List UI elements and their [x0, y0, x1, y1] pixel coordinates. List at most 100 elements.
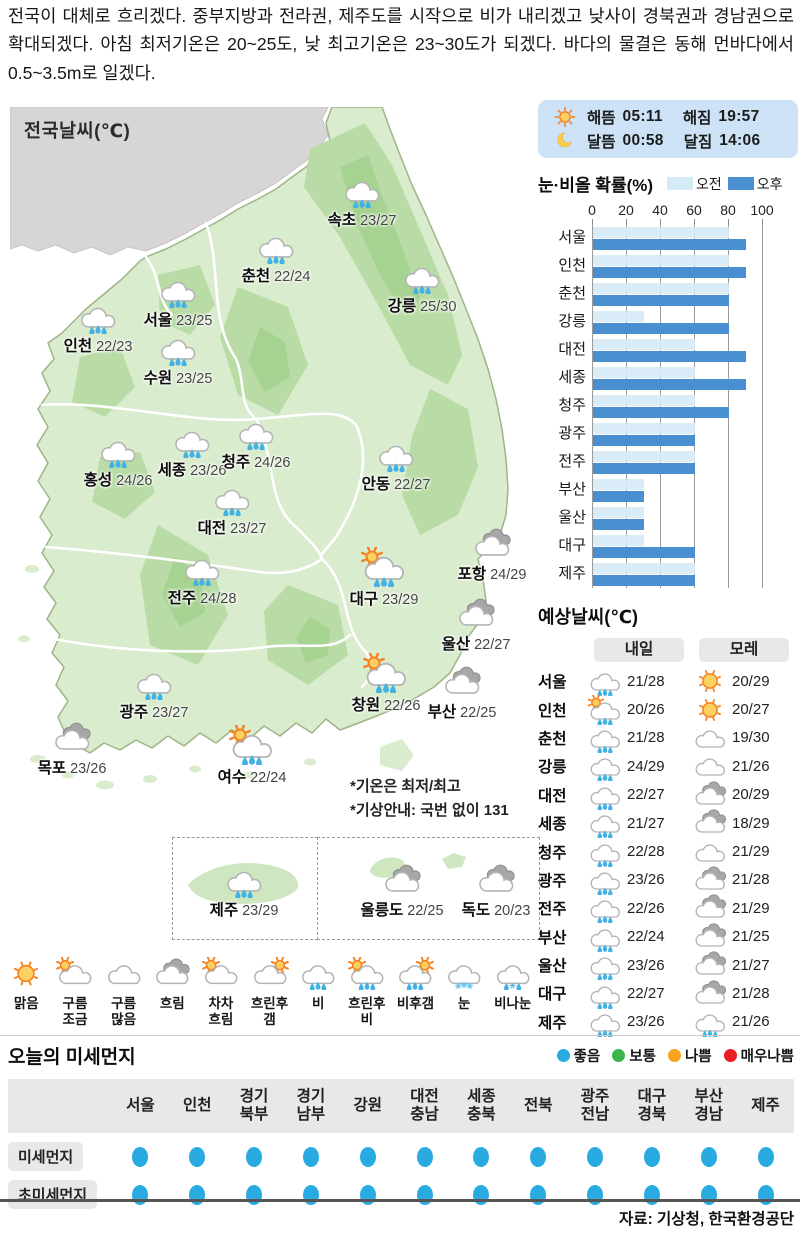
city-temp: 23/29	[382, 592, 419, 608]
dust-status-dot-좋음	[132, 1146, 149, 1167]
chart-category-label: 울산	[558, 509, 586, 526]
dust-value-cell	[737, 1146, 794, 1167]
cloud-gray-icon	[691, 865, 729, 895]
rain-icon	[590, 872, 620, 895]
rain-icon	[590, 1014, 620, 1037]
city-label: 창원 22/26	[321, 698, 451, 714]
chart-row-대구: 대구	[538, 532, 800, 560]
cloud-gray-icon	[695, 809, 727, 833]
forecast-row-제주: 제주 23/26 21/26	[538, 1008, 800, 1037]
forecast-row-강릉: 강릉 24/29 21/26	[538, 752, 800, 782]
dust-status-dot-좋음	[587, 1146, 604, 1167]
forecast-city: 서울	[538, 674, 567, 692]
korea-weather-map: 전국날씨(℃) *기온은 최저/최고 *기상안내: 국번 없이 131 속초 23…	[7, 107, 540, 955]
bar-pm-광주	[592, 434, 695, 446]
cloud-gray-icon	[459, 598, 495, 626]
dust-value-cell	[169, 1184, 226, 1205]
rain-icon	[379, 445, 414, 473]
rain-icon	[127, 423, 257, 462]
chart-title: 눈·비올 확률(%)	[538, 176, 654, 195]
bar-am-전주	[592, 450, 695, 462]
sun-cloud2-icon	[197, 956, 246, 995]
rain-icon	[113, 273, 243, 312]
city-label: 서울 23/25	[113, 313, 243, 329]
chart-category-label: 세종	[558, 369, 586, 386]
dust-value-cell	[510, 1184, 567, 1205]
rain-icon	[586, 837, 624, 867]
city-temp: 23/25	[176, 313, 213, 329]
coastal-islands	[18, 565, 414, 790]
dust-status-dot-좋음	[587, 1184, 604, 1205]
dust-value-cell	[396, 1146, 453, 1167]
sun-rain-icon	[586, 694, 624, 725]
city-name: 포항	[457, 566, 487, 583]
rain-icon	[297, 173, 427, 212]
rain-icon	[137, 673, 172, 701]
cloud-gray-icon	[7, 721, 137, 760]
legend-item-label: 구름 많음	[111, 996, 137, 1027]
city-name: 강릉	[387, 298, 417, 315]
forecast-temp-tomorrow: 21/27	[627, 814, 665, 832]
dust-value-cell	[112, 1146, 169, 1167]
rain-icon	[586, 808, 624, 839]
dust-col-header: 인천	[182, 1097, 212, 1115]
rain-snow-icon	[496, 965, 530, 991]
forecast-temp-tomorrow: 21/28	[627, 729, 665, 747]
rain-icon	[590, 957, 620, 981]
map-background	[10, 107, 509, 905]
bar-pm-울산	[592, 518, 644, 530]
moonset-label: 달짐	[683, 134, 713, 151]
bar-pm-전주	[592, 462, 695, 474]
cloud-gray-icon	[691, 950, 729, 980]
rain-icon	[239, 423, 274, 451]
forecast-city: 제주	[538, 1014, 567, 1032]
dust-col-header: 부산 경남	[694, 1088, 723, 1123]
dust-row-미세먼지: 미세먼지	[8, 1142, 794, 1171]
forecast-temp-day-after: 21/29	[732, 843, 770, 861]
rain-sun-icon	[391, 956, 440, 995]
cloud-sun-icon	[245, 956, 294, 995]
dust-status-dot-좋음	[643, 1146, 660, 1167]
city-temp: 22/24	[274, 269, 311, 285]
map-note-temp: *기온은 최저/최고	[350, 778, 461, 795]
city-name: 청주	[221, 454, 251, 471]
rain-icon	[590, 843, 620, 867]
legend-am: 오전	[667, 174, 722, 194]
legend-item-label: 흐린후 비	[348, 996, 386, 1027]
cloud-gray-icon	[427, 527, 557, 566]
forecast-row-울산: 울산 23/26 21/27	[538, 950, 800, 981]
dust-status-dot-좋음	[473, 1146, 490, 1167]
forecast-city: 울산	[538, 958, 567, 976]
map-marker-세종: 세종 23/26	[127, 423, 257, 479]
rain-icon	[211, 229, 341, 268]
map-marker-강릉: 강릉 25/30	[357, 259, 487, 315]
legend-pm-swatch	[727, 177, 754, 190]
rain-icon	[586, 780, 624, 810]
city-name: 홍성	[83, 472, 113, 489]
city-name: 울릉도	[360, 902, 404, 919]
cloud-white-icon	[695, 758, 725, 777]
dust-value-cell	[169, 1146, 226, 1167]
axis-tick-mark	[626, 219, 627, 224]
map-marker-대전: 대전 23/27	[167, 481, 297, 537]
forecast-city: 춘천	[538, 730, 567, 748]
dust-value-cell	[226, 1146, 283, 1167]
chart-category-label: 대구	[558, 537, 586, 554]
forecast-row-대구: 대구 22/27 21/28	[538, 979, 800, 1009]
bar-am-청주	[592, 394, 695, 406]
bar-am-세종	[592, 366, 695, 378]
dust-rows: 미세먼지 초미세먼지	[8, 1142, 794, 1209]
city-temp: 23/26	[70, 761, 107, 777]
city-label: 대구 23/29	[319, 592, 449, 608]
legend-item-label: 비	[311, 996, 325, 1011]
legend-item-label: 비나눈	[494, 996, 532, 1011]
forecast-temp-tomorrow: 21/28	[627, 672, 665, 690]
cloud-gray-icon	[691, 979, 729, 1009]
chart-header: 눈·비올 확률(%) 오전 오후	[538, 171, 800, 196]
forecast-temp-tomorrow: 20/26	[627, 701, 665, 719]
dust-legend-dot	[556, 1049, 570, 1062]
cloud-gray-icon	[411, 597, 541, 636]
chart-row-춘천: 춘천	[538, 280, 800, 308]
bar-am-인천	[592, 254, 729, 266]
rain-icon	[590, 730, 620, 753]
